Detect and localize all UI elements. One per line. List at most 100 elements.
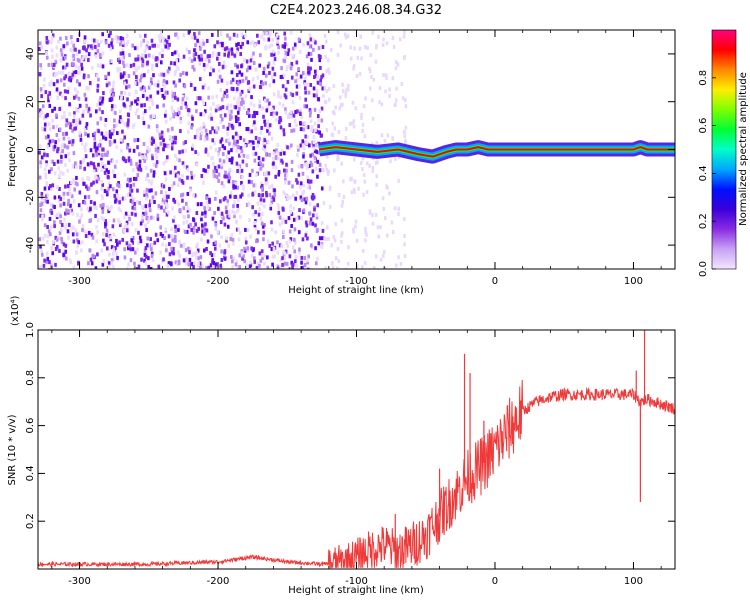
heatmap-cell <box>259 130 263 135</box>
heatmap-cell <box>162 72 166 77</box>
heatmap-cell <box>163 171 167 176</box>
heatmap-cell <box>83 200 87 205</box>
heatmap-cell <box>272 111 275 116</box>
heatmap-cell <box>297 230 301 235</box>
heatmap-cell <box>149 94 152 99</box>
heatmap-cell <box>136 247 139 252</box>
heatmap-cell <box>93 205 96 210</box>
heatmap-cell <box>129 63 133 68</box>
heatmap-cell <box>230 148 233 153</box>
heatmap-cell <box>267 61 271 66</box>
heatmap-cell <box>270 200 274 205</box>
heatmap-cell <box>244 33 247 38</box>
heatmap-cell <box>94 213 97 218</box>
heatmap-cell <box>174 83 177 88</box>
heatmap-cell <box>315 149 319 154</box>
heatmap-cell <box>325 89 328 94</box>
heatmap-cell <box>306 125 310 130</box>
heatmap-cell <box>139 33 142 38</box>
heatmap-cell <box>295 72 298 77</box>
heatmap-cell <box>226 132 229 137</box>
heatmap-cell <box>117 218 120 223</box>
heatmap-cell <box>96 174 100 179</box>
heatmap-cell <box>146 149 149 154</box>
heatmap-cell <box>128 217 131 222</box>
heatmap-cell <box>298 208 301 213</box>
heatmap-cell <box>260 183 264 188</box>
heatmap-cell <box>61 149 64 154</box>
heatmap-cell <box>181 173 184 178</box>
heatmap-cell <box>53 195 57 200</box>
heatmap-cell <box>125 34 129 39</box>
heatmap-cell <box>59 219 62 224</box>
heatmap-cell <box>74 94 78 99</box>
heatmap-cell <box>112 80 115 85</box>
heatmap-cell <box>52 147 56 152</box>
heatmap-cell <box>59 91 62 96</box>
heatmap-cell <box>98 52 102 57</box>
heatmap-cell <box>383 138 387 143</box>
heatmap-cell <box>173 50 177 55</box>
heatmap-cell <box>145 96 149 101</box>
heatmap-cell <box>152 170 156 175</box>
heatmap-cell <box>85 122 89 127</box>
heatmap-cell <box>363 260 367 265</box>
heatmap-cell <box>390 220 394 225</box>
heatmap-cell <box>182 33 186 38</box>
heatmap-cell <box>176 173 180 178</box>
heatmap-cell <box>177 53 181 58</box>
heatmap-cell <box>190 125 193 130</box>
heatmap-cell <box>112 232 116 237</box>
heatmap-cell <box>148 188 151 193</box>
heatmap-cell <box>50 245 53 250</box>
heatmap-cell <box>259 85 263 90</box>
heatmap-cell <box>257 212 261 217</box>
heatmap-cell <box>118 67 122 72</box>
heatmap-cell <box>292 206 296 211</box>
heatmap-cell <box>225 210 228 215</box>
heatmap-cell <box>137 240 140 245</box>
heatmap-cell <box>100 186 104 191</box>
heatmap-cell <box>196 263 200 268</box>
heatmap-cell <box>91 65 94 70</box>
heatmap-cell <box>263 138 267 143</box>
heatmap-cell <box>382 37 385 42</box>
heatmap-cell <box>84 148 87 153</box>
heatmap-cell <box>72 178 75 183</box>
heatmap-cell <box>42 199 45 204</box>
heatmap-cell <box>42 116 46 121</box>
heatmap-cell <box>44 90 48 95</box>
heatmap-cell <box>217 172 221 177</box>
heatmap-cell <box>281 217 285 222</box>
heatmap-cell <box>393 206 397 211</box>
heatmap-cell <box>87 44 90 49</box>
heatmap-cell <box>309 37 313 42</box>
heatmap-cell <box>308 185 311 190</box>
heatmap-cell <box>96 39 99 44</box>
snr-y-ticks: 0.20.40.60.81.0 <box>25 322 675 529</box>
heatmap-cell <box>140 214 144 219</box>
heatmap-cell <box>57 91 61 96</box>
heatmap-cell <box>310 125 314 130</box>
heatmap-cell <box>272 79 276 84</box>
heatmap-cell <box>78 120 82 125</box>
heatmap-cell <box>140 204 144 209</box>
heatmap-cell <box>236 110 240 115</box>
heatmap-cell <box>75 79 79 84</box>
heatmap-cell <box>234 62 237 67</box>
heatmap-cell <box>304 90 307 95</box>
heatmap-cell <box>62 252 66 257</box>
heatmap-cell <box>146 146 149 151</box>
heatmap-cell <box>180 179 184 184</box>
heatmap-cell <box>51 138 55 143</box>
heatmap-cell <box>336 157 339 162</box>
heatmap-cell <box>316 174 319 179</box>
heatmap-cell <box>165 80 169 85</box>
heatmap-cell <box>211 138 215 143</box>
heatmap-cell <box>391 268 395 269</box>
heatmap-cell <box>184 260 188 265</box>
heatmap-cell <box>299 143 303 148</box>
heatmap-cell <box>283 44 286 49</box>
heatmap-cell <box>263 31 266 36</box>
x-tick-label: -300 <box>68 276 91 287</box>
